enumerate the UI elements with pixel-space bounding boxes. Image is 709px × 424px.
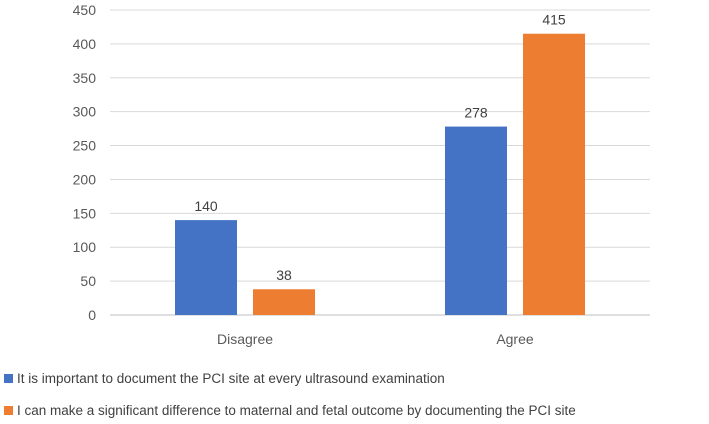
y-tick-label-7: 350 (73, 70, 97, 86)
y-tick-label-3: 150 (73, 205, 97, 221)
x-tick-label-disagree: Disagree (217, 331, 273, 347)
x-tick-label-agree: Agree (496, 331, 534, 347)
legend-swatch-1 (4, 406, 13, 415)
data-label-disagree-series-1: 38 (276, 267, 292, 283)
bars (175, 33, 585, 315)
legend-label-0: It is important to document the PCI site… (17, 371, 445, 386)
data-label-agree-series-1: 415 (542, 12, 566, 28)
y-tick-label-9: 450 (73, 2, 97, 18)
y-tick-label-4: 200 (73, 171, 97, 187)
bar-disagree-series-1 (253, 289, 315, 315)
data-labels: 140 38 278 415 (194, 12, 566, 284)
x-axis-tick-labels: Disagree Agree (217, 331, 534, 347)
y-tick-label-2: 100 (73, 239, 97, 255)
bar-disagree-series-0 (175, 220, 237, 315)
y-tick-label-8: 400 (73, 36, 97, 52)
y-tick-label-1: 50 (80, 273, 96, 289)
y-tick-label-0: 0 (88, 307, 96, 323)
data-label-agree-series-0: 278 (464, 105, 488, 121)
bar-agree-series-1 (523, 33, 585, 315)
bar-agree-series-0 (445, 126, 507, 315)
data-label-disagree-series-0: 140 (194, 198, 218, 214)
y-tick-label-6: 300 (73, 104, 97, 120)
legend-swatch-0 (4, 374, 13, 383)
legend-item-0: It is important to document the PCI site… (4, 371, 445, 386)
y-tick-label-5: 250 (73, 138, 97, 154)
legend-label-1: I can make a significant difference to m… (17, 403, 576, 418)
legend-item-1: I can make a significant difference to m… (4, 403, 576, 418)
y-axis-tick-labels: 0 50 100 150 200 250 300 350 400 450 (73, 2, 97, 323)
